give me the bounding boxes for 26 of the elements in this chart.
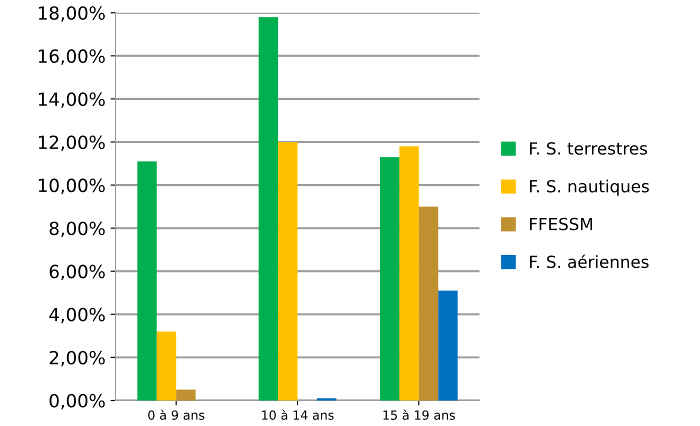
bar <box>399 146 419 400</box>
x-tick-label: 15 à 19 ans <box>383 410 455 420</box>
legend-label: FFESSM <box>530 218 592 230</box>
bar <box>380 157 400 400</box>
bar <box>156 332 176 400</box>
y-tick-label: 14,00% <box>38 92 105 108</box>
legend-label: F. S. aériennes <box>530 254 649 268</box>
bar <box>438 290 458 400</box>
x-tick-label: 10 à 14 ans <box>262 410 334 420</box>
legend-label: F. S. terrestres <box>530 142 648 155</box>
y-tick-label: 18,00% <box>38 6 105 22</box>
bar <box>258 17 278 400</box>
bar <box>176 390 196 400</box>
legend-label: F. S. nautiques <box>530 180 649 196</box>
y-tick-label: 8,00% <box>50 222 105 238</box>
x-tick-label: 0 à 9 ans <box>148 410 204 420</box>
y-tick-label: 16,00% <box>38 49 105 65</box>
y-tick-label: 2,00% <box>50 350 105 366</box>
y-tick-label: 12,00% <box>38 135 105 151</box>
y-tick-label: 4,00% <box>49 308 105 324</box>
bar <box>278 142 298 400</box>
y-tick-label: 10,00% <box>38 178 105 194</box>
y-tick-label: 6,00% <box>50 264 105 280</box>
bar <box>418 206 438 400</box>
bar <box>137 161 157 400</box>
y-tick-label: 0,00% <box>50 394 105 410</box>
